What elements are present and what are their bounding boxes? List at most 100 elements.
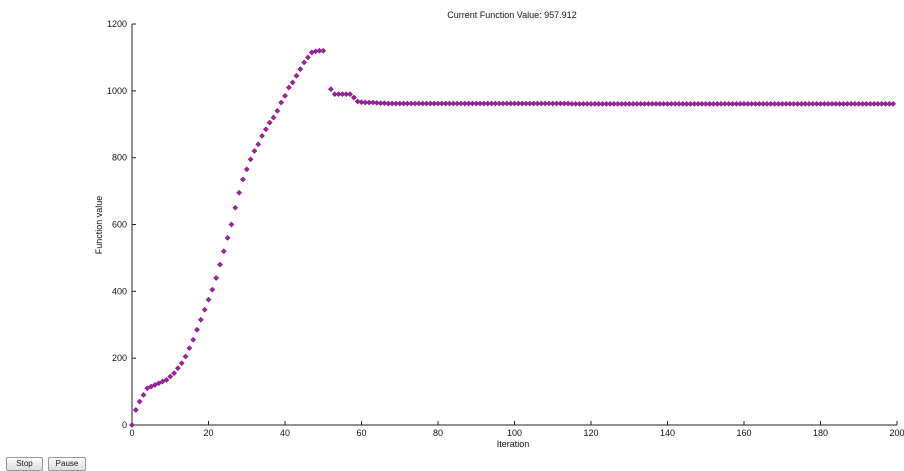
data-point xyxy=(136,398,143,405)
data-point xyxy=(534,100,541,107)
data-point xyxy=(809,100,816,107)
data-point xyxy=(549,100,556,107)
data-point xyxy=(488,100,495,107)
data-point xyxy=(194,326,200,333)
data-point xyxy=(626,100,633,107)
data-point xyxy=(672,100,679,107)
data-point xyxy=(278,99,285,106)
data-point xyxy=(415,100,422,107)
data-point xyxy=(599,100,606,107)
data-point xyxy=(457,100,464,107)
y-tick-label: 400 xyxy=(112,286,127,296)
data-point xyxy=(182,353,189,360)
data-point xyxy=(132,407,139,413)
data-point xyxy=(565,100,572,107)
data-point xyxy=(347,91,353,98)
data-point xyxy=(477,100,484,107)
data-point xyxy=(419,100,426,107)
data-markers xyxy=(129,47,897,428)
data-point xyxy=(377,100,384,107)
stop-button[interactable]: Stop xyxy=(6,457,43,471)
y-tick-label: 1200 xyxy=(107,19,127,29)
data-point xyxy=(729,100,736,107)
data-point xyxy=(186,345,193,352)
data-point xyxy=(358,99,365,106)
data-point xyxy=(228,221,235,228)
data-point xyxy=(817,100,824,107)
data-point xyxy=(500,100,506,107)
data-point xyxy=(553,100,560,107)
data-point xyxy=(266,119,273,126)
data-point xyxy=(752,100,759,107)
data-point xyxy=(362,99,369,106)
data-point xyxy=(171,370,178,377)
data-point xyxy=(209,286,216,293)
data-point xyxy=(538,100,545,107)
data-point xyxy=(400,100,407,107)
data-point xyxy=(446,100,453,107)
data-point xyxy=(610,100,617,107)
data-point xyxy=(339,91,346,98)
data-point xyxy=(706,100,713,107)
data-point xyxy=(607,100,614,107)
data-point xyxy=(786,100,793,107)
data-point xyxy=(771,100,778,107)
data-point xyxy=(737,100,744,107)
data-point xyxy=(637,100,644,107)
data-point xyxy=(545,100,552,107)
data-point xyxy=(660,100,667,107)
data-point xyxy=(664,100,671,107)
data-point xyxy=(633,100,640,107)
data-point xyxy=(469,100,476,107)
data-point xyxy=(515,100,522,107)
data-point xyxy=(683,100,690,107)
data-point xyxy=(760,100,767,107)
data-point xyxy=(840,100,847,107)
data-point xyxy=(603,100,610,107)
data-point xyxy=(557,100,564,107)
x-tick-label: 120 xyxy=(583,428,598,438)
data-point xyxy=(733,100,740,107)
data-point xyxy=(802,100,809,107)
data-point xyxy=(618,100,625,107)
x-tick-label: 40 xyxy=(280,428,290,438)
function-value-chart: Current Function Value: 957.912 0 20 40 60 8… xyxy=(94,10,904,449)
data-point xyxy=(668,100,675,107)
data-point xyxy=(178,360,185,367)
data-point xyxy=(756,100,763,107)
data-point xyxy=(320,47,327,54)
data-point xyxy=(526,100,533,107)
data-point xyxy=(438,100,445,107)
data-point xyxy=(270,114,277,121)
x-tick-label: 140 xyxy=(660,428,675,438)
pause-button[interactable]: Pause xyxy=(48,457,86,471)
data-point xyxy=(641,100,648,107)
y-tick-label: 600 xyxy=(112,220,127,230)
data-point xyxy=(622,100,629,107)
x-tick-label: 100 xyxy=(507,428,522,438)
data-point xyxy=(523,100,529,107)
data-point xyxy=(343,91,350,98)
data-point xyxy=(836,100,843,107)
data-point xyxy=(580,100,587,107)
y-tick-label: 800 xyxy=(112,153,127,163)
x-tick-label: 20 xyxy=(203,428,213,438)
data-point xyxy=(327,86,334,93)
data-point xyxy=(392,100,399,107)
data-point xyxy=(511,100,518,107)
data-point xyxy=(790,100,797,107)
data-point xyxy=(259,132,266,139)
data-point xyxy=(316,47,323,54)
data-point xyxy=(293,72,300,79)
data-point xyxy=(236,189,243,196)
x-axis-title: Iteration xyxy=(497,439,530,449)
data-point xyxy=(783,100,790,107)
data-point xyxy=(763,100,770,107)
data-point xyxy=(507,100,514,107)
data-point xyxy=(232,204,239,211)
data-point xyxy=(454,100,461,107)
data-point xyxy=(274,107,281,114)
x-tick-label: 180 xyxy=(813,428,828,438)
data-point xyxy=(167,373,174,380)
data-point xyxy=(255,141,262,148)
